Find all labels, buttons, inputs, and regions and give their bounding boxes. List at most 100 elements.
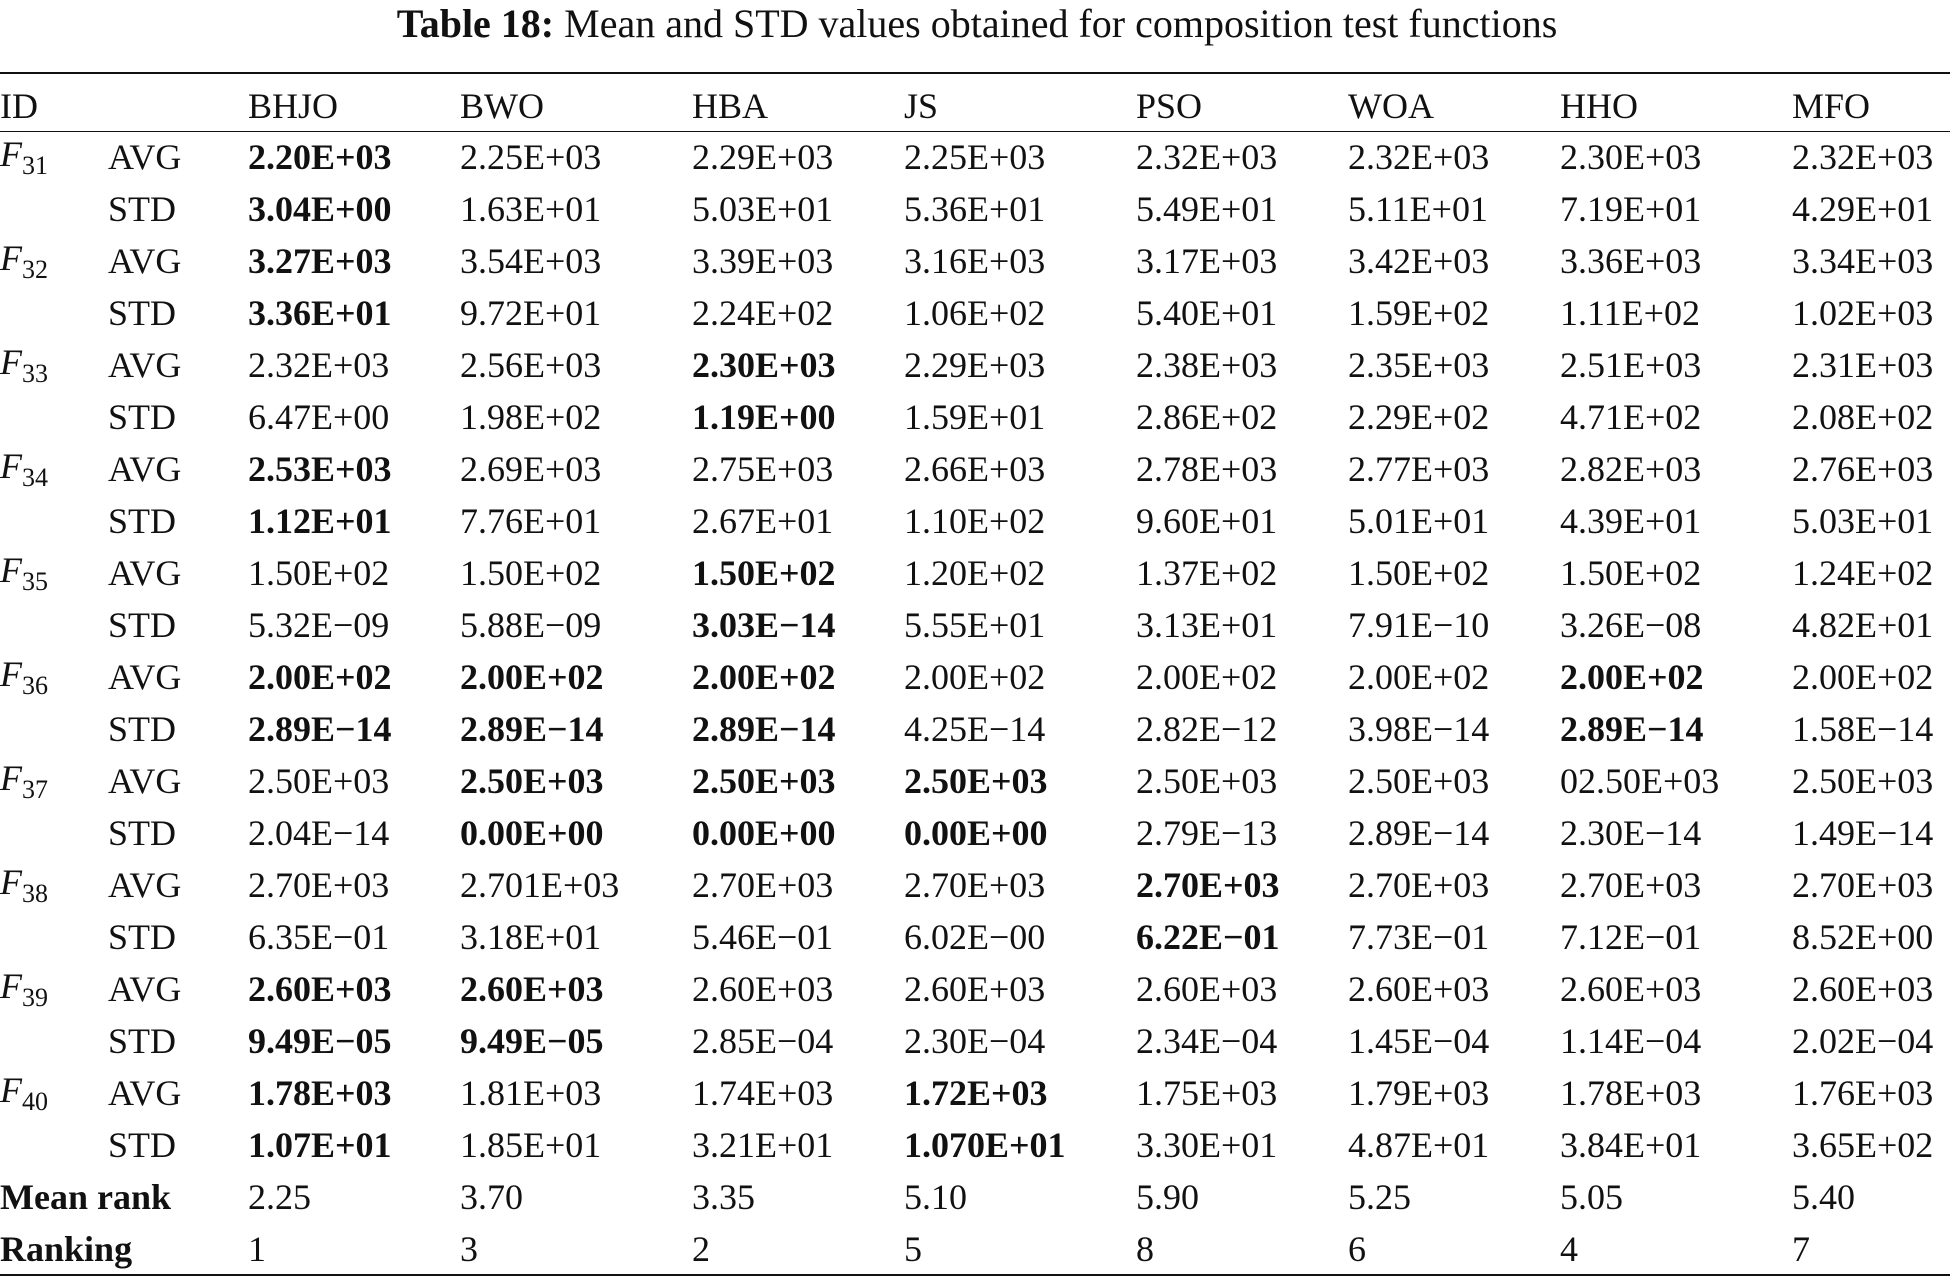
results-table: ID BHJO BWO HBA JS PSO WOA HHO MFO F31 AVG 2.20E+0… bbox=[0, 72, 1950, 1276]
function-letter: F bbox=[0, 861, 22, 902]
value-cell: 2.60E+03 bbox=[1560, 969, 1702, 1009]
summary-value: 5.25 bbox=[1348, 1177, 1411, 1217]
value-cell: 2.66E+03 bbox=[904, 449, 1046, 489]
caption-text: Mean and STD values obtained for composi… bbox=[564, 1, 1558, 46]
stat-label: STD bbox=[108, 917, 177, 957]
table-row: F33 AVG 2.32E+03 2.56E+03 2.30E+03 2.29E+03 2.… bbox=[0, 339, 1950, 391]
value-cell: 2.67E+01 bbox=[692, 501, 834, 541]
value-cell: 2.31E+03 bbox=[1792, 345, 1934, 385]
value-cell: 2.50E+03 bbox=[904, 761, 1048, 801]
function-id bbox=[0, 1015, 108, 1067]
stat-label: AVG bbox=[108, 657, 182, 697]
function-index: 31 bbox=[22, 151, 48, 181]
table-row: F38 AVG 2.70E+03 2.701E+03 2.70E+03 2.70E+03 2… bbox=[0, 859, 1950, 911]
function-index: 37 bbox=[22, 775, 48, 805]
column-header: JS bbox=[904, 85, 939, 126]
table-row: F34 AVG 2.53E+03 2.69E+03 2.75E+03 2.66E+03 2.… bbox=[0, 443, 1950, 495]
stat-label: AVG bbox=[108, 345, 182, 385]
value-cell: 2.60E+03 bbox=[1348, 969, 1490, 1009]
value-cell: 7.76E+01 bbox=[460, 501, 602, 541]
value-cell: 2.02E−04 bbox=[1792, 1021, 1934, 1061]
value-cell: 4.71E+02 bbox=[1560, 397, 1702, 437]
stat-label: STD bbox=[108, 501, 177, 541]
value-cell: 3.26E−08 bbox=[1560, 605, 1702, 645]
value-cell: 1.59E+02 bbox=[1348, 293, 1490, 333]
value-cell: 2.00E+02 bbox=[460, 657, 604, 697]
table-row: STD 5.32E−09 5.88E−09 3.03E−14 5.55E+01 3.13E… bbox=[0, 599, 1950, 651]
summary-row: Mean rank 2.25 3.70 3.35 5.10 5.90 5.25 5.05 5.4… bbox=[0, 1171, 1950, 1223]
value-cell: 6.35E−01 bbox=[248, 917, 390, 957]
value-cell: 5.32E−09 bbox=[248, 605, 390, 645]
table-row: F37 AVG 2.50E+03 2.50E+03 2.50E+03 2.50E+03 2.… bbox=[0, 755, 1950, 807]
value-cell: 1.50E+02 bbox=[460, 553, 602, 593]
function-id bbox=[0, 1119, 108, 1171]
function-id: F37 bbox=[0, 755, 108, 807]
function-letter: F bbox=[0, 549, 22, 590]
function-letter: F bbox=[0, 134, 22, 175]
column-header: ID bbox=[0, 85, 38, 126]
column-header: WOA bbox=[1348, 85, 1434, 126]
value-cell: 3.42E+03 bbox=[1348, 241, 1490, 281]
value-cell: 1.75E+03 bbox=[1136, 1073, 1278, 1113]
value-cell: 1.06E+02 bbox=[904, 293, 1046, 333]
value-cell: 9.49E−05 bbox=[248, 1021, 392, 1061]
value-cell: 5.03E+01 bbox=[692, 189, 834, 229]
function-letter: F bbox=[0, 341, 22, 382]
value-cell: 02.50E+03 bbox=[1560, 761, 1720, 801]
value-cell: 5.46E−01 bbox=[692, 917, 834, 957]
value-cell: 4.87E+01 bbox=[1348, 1125, 1490, 1165]
function-index: 34 bbox=[22, 463, 48, 493]
value-cell: 2.78E+03 bbox=[1136, 449, 1278, 489]
value-cell: 1.19E+00 bbox=[692, 397, 836, 437]
value-cell: 2.70E+03 bbox=[1560, 865, 1702, 905]
value-cell: 0.00E+00 bbox=[460, 813, 604, 853]
value-cell: 2.82E−12 bbox=[1136, 709, 1278, 749]
stat-label: STD bbox=[108, 1021, 177, 1061]
value-cell: 2.32E+03 bbox=[1792, 137, 1934, 178]
value-cell: 2.00E+02 bbox=[1560, 657, 1704, 697]
table-row: F39 AVG 2.60E+03 2.60E+03 2.60E+03 2.60E+03 2.… bbox=[0, 963, 1950, 1015]
caption-label: Table 18: bbox=[396, 1, 555, 46]
summary-value: 2 bbox=[692, 1228, 710, 1269]
value-cell: 2.86E+02 bbox=[1136, 397, 1278, 437]
function-id bbox=[0, 807, 108, 859]
value-cell: 3.36E+01 bbox=[248, 293, 392, 333]
table-row: STD 3.36E+01 9.72E+01 2.24E+02 1.06E+02 5.40E… bbox=[0, 287, 1950, 339]
value-cell: 8.52E+00 bbox=[1792, 917, 1934, 957]
function-letter: F bbox=[0, 445, 22, 486]
function-id: F35 bbox=[0, 547, 108, 599]
summary-value: 3 bbox=[460, 1228, 478, 1269]
value-cell: 2.89E−14 bbox=[1560, 709, 1704, 749]
value-cell: 5.49E+01 bbox=[1136, 189, 1278, 229]
value-cell: 2.29E+03 bbox=[904, 345, 1046, 385]
value-cell: 2.69E+03 bbox=[460, 449, 602, 489]
column-header: MFO bbox=[1792, 85, 1871, 126]
column-header: HHO bbox=[1560, 85, 1638, 126]
value-cell: 1.76E+03 bbox=[1792, 1073, 1934, 1113]
value-cell: 1.50E+02 bbox=[1560, 553, 1702, 593]
value-cell: 2.70E+03 bbox=[692, 865, 834, 905]
value-cell: 9.49E−05 bbox=[460, 1021, 604, 1061]
value-cell: 5.36E+01 bbox=[904, 189, 1046, 229]
summary-value: 4 bbox=[1560, 1228, 1578, 1269]
value-cell: 2.70E+03 bbox=[904, 865, 1046, 905]
stat-label: AVG bbox=[108, 761, 182, 801]
value-cell: 2.75E+03 bbox=[692, 449, 834, 489]
summary-value: 5.10 bbox=[904, 1177, 967, 1217]
value-cell: 1.12E+01 bbox=[248, 501, 392, 541]
table-row: F32 AVG 3.27E+03 3.54E+03 3.39E+03 3.16E+03 3.… bbox=[0, 235, 1950, 287]
value-cell: 2.00E+02 bbox=[1348, 657, 1490, 697]
value-cell: 3.36E+03 bbox=[1560, 241, 1702, 281]
stat-label: AVG bbox=[108, 241, 182, 281]
value-cell: 3.17E+03 bbox=[1136, 241, 1278, 281]
value-cell: 2.32E+03 bbox=[1136, 137, 1278, 178]
table-row: F36 AVG 2.00E+02 2.00E+02 2.00E+02 2.00E+02 2.… bbox=[0, 651, 1950, 703]
table-header: ID BHJO BWO HBA JS PSO WOA HHO MFO bbox=[0, 73, 1950, 131]
value-cell: 4.29E+01 bbox=[1792, 189, 1934, 229]
value-cell: 6.22E−01 bbox=[1136, 917, 1280, 957]
value-cell: 1.58E−14 bbox=[1792, 709, 1934, 749]
function-index: 33 bbox=[22, 359, 48, 389]
value-cell: 1.59E+01 bbox=[904, 397, 1046, 437]
value-cell: 2.30E+03 bbox=[1560, 137, 1702, 178]
summary-row: Ranking 1 3 2 5 8 6 4 7 bbox=[0, 1223, 1950, 1275]
